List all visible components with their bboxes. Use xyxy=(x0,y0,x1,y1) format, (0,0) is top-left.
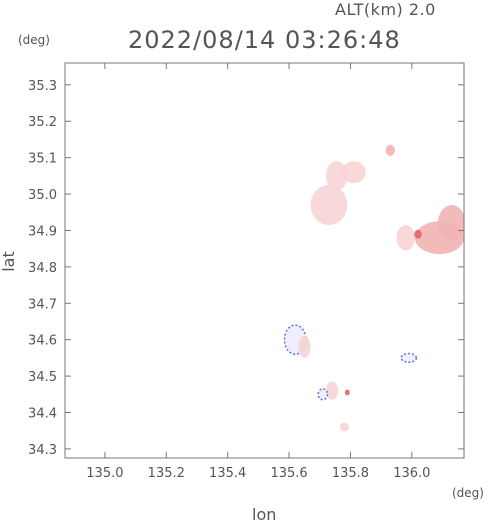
altitude-label: ALT(km) 2.0 xyxy=(335,0,436,19)
datetime-title: 2022/08/14 03:26:48 xyxy=(128,26,401,54)
y-tick-label: 34.5 xyxy=(28,370,57,385)
y-tick-label: 34.6 xyxy=(28,334,57,349)
y-tick-label: 34.4 xyxy=(28,406,57,421)
y-tick-label: 35.1 xyxy=(28,152,57,167)
echo-cell xyxy=(344,389,350,396)
echo-cell xyxy=(310,184,348,226)
y-axis-unit: (deg) xyxy=(18,33,50,47)
x-tick-label: 135.0 xyxy=(86,466,123,481)
x-tick-label: 135.2 xyxy=(148,466,185,481)
y-tick-label: 34.7 xyxy=(28,297,57,312)
x-tick-label: 135.6 xyxy=(270,466,307,481)
echo-cells-layer xyxy=(283,144,464,432)
x-tick-label: 135.8 xyxy=(332,466,369,481)
echo-cell xyxy=(437,204,464,242)
y-tick-label: 35.2 xyxy=(28,115,57,130)
y-tick-label: 34.3 xyxy=(28,443,57,458)
echo-cell xyxy=(400,352,418,364)
x-axis-unit: (deg) xyxy=(452,486,484,500)
x-ticks: 135.0 135.2 135.4 135.6 135.8 136.0 xyxy=(86,63,430,481)
echo-cell xyxy=(339,422,349,432)
echo-cell xyxy=(325,381,339,400)
y-ticks: 34.3 34.4 34.5 34.6 34.7 34.8 34.9 35.0 35.1 35.2… xyxy=(28,79,464,458)
echo-cell xyxy=(414,229,422,239)
echo-cell xyxy=(298,336,311,358)
y-tick-label: 35.3 xyxy=(28,79,57,94)
echo-cell xyxy=(396,225,415,251)
y-tick-label: 34.8 xyxy=(28,261,57,276)
echo-cell xyxy=(341,161,366,184)
echo-cell xyxy=(385,144,395,156)
echo-cell xyxy=(317,388,329,401)
x-tick-label: 136.0 xyxy=(393,466,430,481)
x-axis-label: lon xyxy=(252,505,277,524)
y-tick-label: 35.0 xyxy=(28,188,57,203)
x-tick-label: 135.4 xyxy=(209,466,246,481)
y-tick-label: 34.9 xyxy=(28,224,57,239)
plot-frame xyxy=(64,62,465,459)
